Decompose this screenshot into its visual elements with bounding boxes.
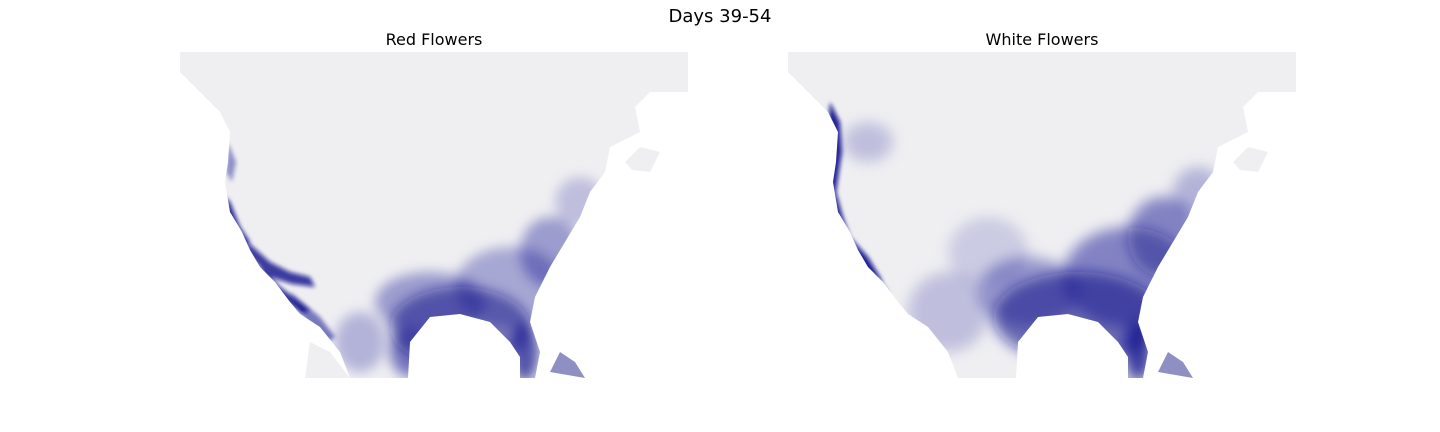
sea-islands: [520, 57, 660, 378]
panel-title-red-flowers: Red Flowers: [385, 30, 483, 49]
map-red-flowers: [180, 52, 688, 378]
map-white-flowers: [788, 52, 1296, 378]
figure-suptitle: Days 39-54: [668, 6, 772, 27]
land-area: [788, 52, 1296, 378]
panel-title-white-flowers: White Flowers: [985, 30, 1099, 49]
sea-islands: [1128, 57, 1268, 378]
land-area: [180, 52, 688, 378]
